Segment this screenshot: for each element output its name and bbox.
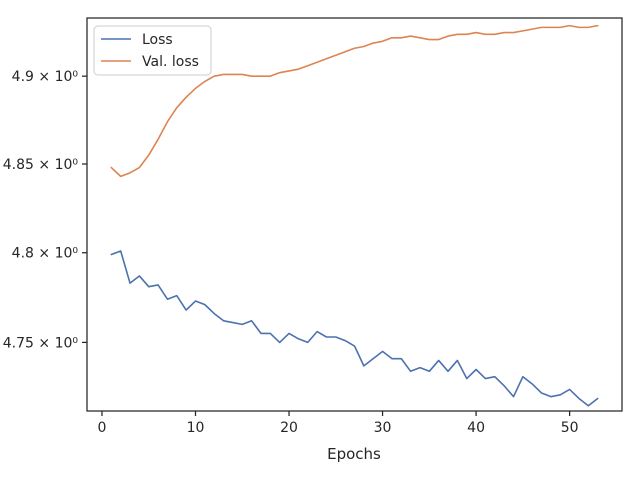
series-line-loss — [110, 250, 599, 407]
series-layer — [110, 24, 599, 407]
x-tick-label: 20 — [280, 420, 298, 436]
y-tick-label: 4.85 × 10⁰ — [3, 157, 79, 173]
x-tick-label: 10 — [187, 420, 205, 436]
x-axis-label: Epochs — [327, 445, 381, 463]
y-tick-label: 4.9 × 10⁰ — [12, 69, 79, 85]
y-tick-label: 4.75 × 10⁰ — [3, 335, 79, 351]
x-tick-label: 40 — [467, 420, 485, 436]
series-line-val-loss — [110, 24, 599, 178]
y-tick-label: 4.8 × 10⁰ — [12, 246, 79, 262]
legend-label-loss: Loss — [142, 32, 173, 48]
y-axis: 4.75 × 10⁰ 4.8 × 10⁰ 4.85 × 10⁰ 4.9 × 10⁰ — [3, 69, 87, 351]
legend: Loss Val. loss — [93, 25, 212, 76]
x-tick-label: 50 — [561, 420, 579, 436]
legend-label-val-loss: Val. loss — [142, 54, 199, 70]
x-tick-label: 0 — [98, 420, 107, 436]
x-tick-label: 30 — [374, 420, 392, 436]
x-axis: 0 10 20 30 40 50 — [98, 411, 579, 436]
plot-frame — [86, 17, 623, 412]
